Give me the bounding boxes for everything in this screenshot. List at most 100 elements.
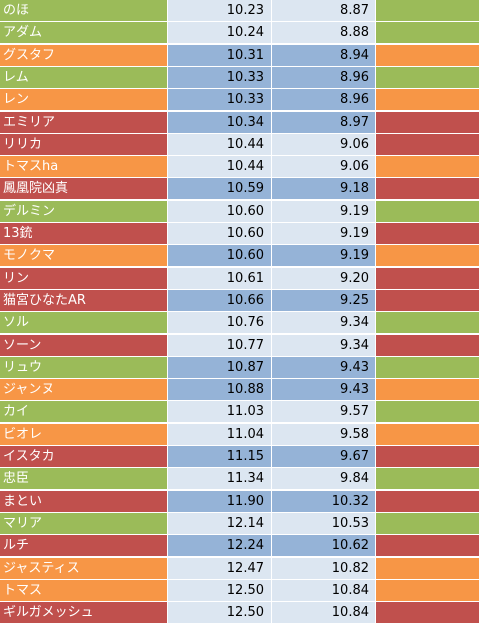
category-color-cell[interactable] [376, 535, 480, 558]
character-name-cell[interactable]: ルチ [0, 535, 168, 558]
value-2-cell[interactable]: 9.34 [272, 334, 376, 357]
value-2-cell[interactable]: 9.43 [272, 379, 376, 402]
value-1-cell[interactable]: 10.60 [168, 245, 272, 268]
value-1-cell[interactable]: 11.04 [168, 423, 272, 446]
category-color-cell[interactable] [376, 557, 480, 580]
value-2-cell[interactable]: 8.94 [272, 44, 376, 67]
value-1-cell[interactable]: 10.88 [168, 379, 272, 402]
value-1-cell[interactable]: 10.66 [168, 289, 272, 312]
value-1-cell[interactable]: 12.50 [168, 579, 272, 602]
character-name-cell[interactable]: ビオレ [0, 423, 168, 446]
value-2-cell[interactable]: 9.58 [272, 423, 376, 446]
category-color-cell[interactable] [376, 446, 480, 468]
value-2-cell[interactable]: 9.20 [272, 267, 376, 290]
character-name-cell[interactable]: ソーン [0, 334, 168, 357]
category-color-cell[interactable] [376, 111, 480, 134]
value-1-cell[interactable]: 10.76 [168, 312, 272, 335]
value-2-cell[interactable]: 9.06 [272, 133, 376, 156]
character-name-cell[interactable]: エミリア [0, 111, 168, 134]
category-color-cell[interactable] [376, 468, 480, 491]
value-2-cell[interactable]: 8.96 [272, 89, 376, 112]
value-2-cell[interactable]: 10.84 [272, 579, 376, 602]
value-2-cell[interactable]: 8.97 [272, 111, 376, 134]
value-1-cell[interactable]: 10.59 [168, 178, 272, 201]
character-name-cell[interactable]: レム [0, 66, 168, 89]
value-1-cell[interactable]: 10.34 [168, 111, 272, 134]
category-color-cell[interactable] [376, 223, 480, 245]
value-2-cell[interactable]: 9.34 [272, 312, 376, 335]
character-name-cell[interactable]: ジャンヌ [0, 379, 168, 402]
character-name-cell[interactable]: 忠臣 [0, 468, 168, 491]
value-1-cell[interactable]: 11.90 [168, 490, 272, 513]
value-2-cell[interactable]: 9.19 [272, 200, 376, 223]
character-name-cell[interactable]: 猫宮ひなたAR [0, 289, 168, 312]
category-color-cell[interactable] [376, 490, 480, 513]
character-name-cell[interactable]: ジャスティス [0, 557, 168, 580]
value-2-cell[interactable]: 10.53 [272, 512, 376, 535]
category-color-cell[interactable] [376, 312, 480, 335]
character-name-cell[interactable]: アダム [0, 22, 168, 45]
value-2-cell[interactable]: 10.62 [272, 535, 376, 558]
category-color-cell[interactable] [376, 334, 480, 357]
character-name-cell[interactable]: トマス [0, 579, 168, 602]
category-color-cell[interactable] [376, 0, 480, 22]
value-2-cell[interactable]: 9.19 [272, 223, 376, 245]
category-color-cell[interactable] [376, 579, 480, 602]
value-2-cell[interactable]: 10.82 [272, 557, 376, 580]
category-color-cell[interactable] [376, 89, 480, 112]
category-color-cell[interactable] [376, 356, 480, 379]
value-2-cell[interactable]: 10.32 [272, 490, 376, 513]
value-1-cell[interactable]: 10.60 [168, 223, 272, 245]
value-1-cell[interactable]: 10.44 [168, 156, 272, 179]
value-2-cell[interactable]: 9.84 [272, 468, 376, 491]
character-name-cell[interactable]: リュウ [0, 356, 168, 379]
character-name-cell[interactable]: トマスha [0, 156, 168, 179]
value-1-cell[interactable]: 10.33 [168, 89, 272, 112]
value-2-cell[interactable]: 9.43 [272, 356, 376, 379]
value-2-cell[interactable]: 9.67 [272, 446, 376, 468]
value-1-cell[interactable]: 10.77 [168, 334, 272, 357]
value-1-cell[interactable]: 12.50 [168, 602, 272, 625]
value-1-cell[interactable]: 10.23 [168, 0, 272, 22]
category-color-cell[interactable] [376, 267, 480, 290]
value-1-cell[interactable]: 12.24 [168, 535, 272, 558]
category-color-cell[interactable] [376, 133, 480, 156]
value-1-cell[interactable]: 10.33 [168, 66, 272, 89]
category-color-cell[interactable] [376, 66, 480, 89]
value-1-cell[interactable]: 10.87 [168, 356, 272, 379]
category-color-cell[interactable] [376, 423, 480, 446]
category-color-cell[interactable] [376, 44, 480, 67]
value-2-cell[interactable]: 8.88 [272, 22, 376, 45]
value-1-cell[interactable]: 10.24 [168, 22, 272, 45]
category-color-cell[interactable] [376, 22, 480, 45]
character-name-cell[interactable]: リリカ [0, 133, 168, 156]
value-2-cell[interactable]: 9.18 [272, 178, 376, 201]
value-2-cell[interactable]: 9.25 [272, 289, 376, 312]
category-color-cell[interactable] [376, 178, 480, 201]
character-name-cell[interactable]: レン [0, 89, 168, 112]
category-color-cell[interactable] [376, 200, 480, 223]
category-color-cell[interactable] [376, 379, 480, 402]
value-2-cell[interactable]: 9.57 [272, 401, 376, 424]
character-name-cell[interactable]: マリア [0, 512, 168, 535]
value-1-cell[interactable]: 11.34 [168, 468, 272, 491]
value-1-cell[interactable]: 10.61 [168, 267, 272, 290]
value-1-cell[interactable]: 12.14 [168, 512, 272, 535]
character-name-cell[interactable]: カイ [0, 401, 168, 424]
value-1-cell[interactable]: 11.03 [168, 401, 272, 424]
character-name-cell[interactable]: デルミン [0, 200, 168, 223]
character-name-cell[interactable]: リン [0, 267, 168, 290]
value-1-cell[interactable]: 11.15 [168, 446, 272, 468]
value-1-cell[interactable]: 10.44 [168, 133, 272, 156]
category-color-cell[interactable] [376, 289, 480, 312]
character-name-cell[interactable]: 鳳凰院凶真 [0, 178, 168, 201]
value-2-cell[interactable]: 8.96 [272, 66, 376, 89]
value-1-cell[interactable]: 10.60 [168, 200, 272, 223]
value-2-cell[interactable]: 10.84 [272, 602, 376, 625]
category-color-cell[interactable] [376, 245, 480, 268]
character-name-cell[interactable]: ギルガメッシュ [0, 602, 168, 625]
category-color-cell[interactable] [376, 156, 480, 179]
category-color-cell[interactable] [376, 401, 480, 424]
character-name-cell[interactable]: 13銃 [0, 223, 168, 245]
value-2-cell[interactable]: 8.87 [272, 0, 376, 22]
